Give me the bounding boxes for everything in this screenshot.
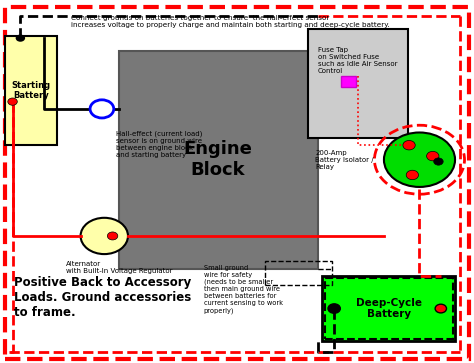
Text: Engine
Block: Engine Block bbox=[183, 140, 253, 179]
Bar bbox=[322, 276, 455, 341]
Circle shape bbox=[107, 232, 118, 240]
Circle shape bbox=[90, 100, 114, 118]
Bar bbox=[5, 36, 57, 145]
Circle shape bbox=[434, 158, 443, 165]
Text: Positive Back to Accessory
Loads. Ground accessories
to frame.: Positive Back to Accessory Loads. Ground… bbox=[14, 276, 191, 319]
Bar bbox=[265, 261, 332, 285]
Text: Fuse Tap
on Switched Fuse
such as Idle Air Sensor
Control: Fuse Tap on Switched Fuse such as Idle A… bbox=[318, 47, 397, 74]
Circle shape bbox=[406, 170, 419, 180]
Circle shape bbox=[384, 132, 455, 187]
Text: Starting
Battery: Starting Battery bbox=[11, 81, 50, 101]
Text: Small ground
wire for safety
(needs to be smaller
then main ground wire
between : Small ground wire for safety (needs to b… bbox=[204, 265, 283, 314]
Circle shape bbox=[427, 151, 439, 161]
Circle shape bbox=[16, 34, 25, 42]
Bar bbox=[118, 51, 318, 269]
Text: Connect grounds on batteries together to ensure  the hall-effect sensor
increase: Connect grounds on batteries together to… bbox=[71, 15, 390, 28]
Circle shape bbox=[435, 304, 447, 313]
Text: Alternator
with Built-In Voltage Regulator: Alternator with Built-In Voltage Regulat… bbox=[66, 261, 173, 274]
Circle shape bbox=[81, 218, 128, 254]
Bar bbox=[308, 29, 408, 138]
Bar bbox=[325, 278, 453, 339]
Text: Hall-effect (current load)
sensor is on ground wire
between engine block
and sta: Hall-effect (current load) sensor is on … bbox=[116, 131, 202, 158]
Text: Deep-Cycle
Battery: Deep-Cycle Battery bbox=[356, 298, 422, 319]
Bar bbox=[341, 76, 356, 87]
Text: 200-Amp
Battery Isolator /
Relay: 200-Amp Battery Isolator / Relay bbox=[315, 150, 374, 170]
Circle shape bbox=[403, 140, 415, 150]
Circle shape bbox=[8, 98, 17, 105]
Circle shape bbox=[328, 304, 340, 313]
